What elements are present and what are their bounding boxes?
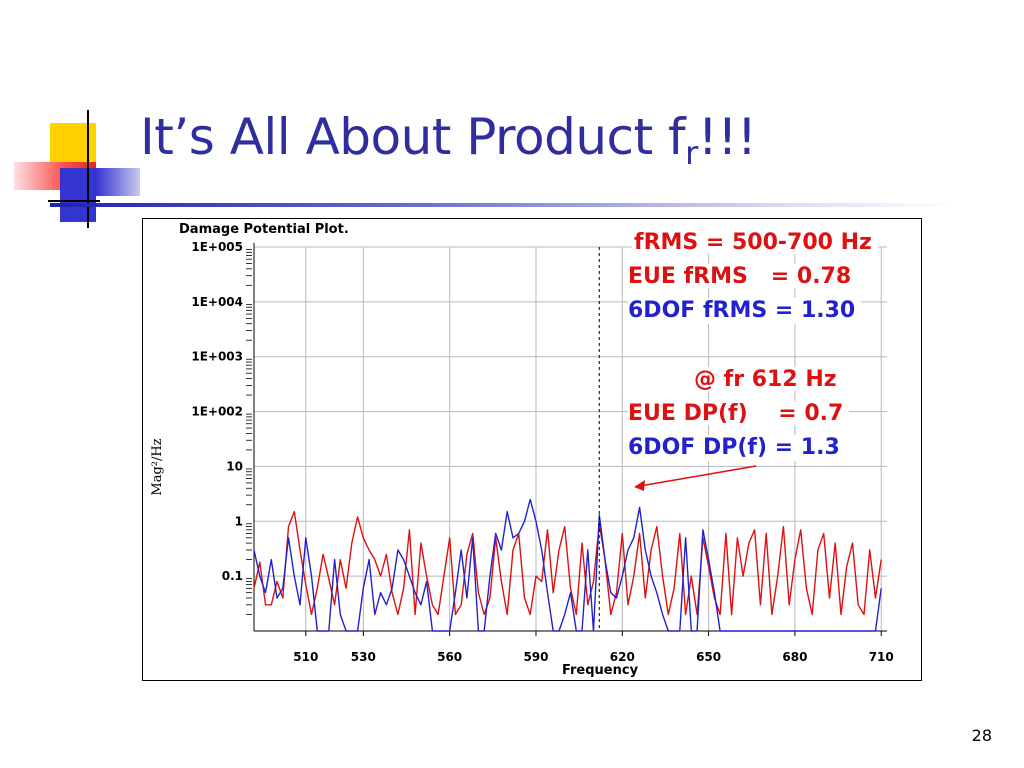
series-group — [253, 498, 882, 632]
chart-canvas: Damage Potential Plot. 510 530 560 590 620 65… — [150, 222, 894, 678]
eue-series-line — [253, 510, 882, 616]
x-tick-label: 680 — [782, 650, 807, 664]
annotation-at-fr: @ fr 612 Hz — [692, 367, 843, 391]
x-tick-label: 560 — [437, 650, 462, 664]
annotation-eue-frms: EUE fRMS = 0.78 — [628, 264, 858, 288]
annotation-6dof-frms: 6DOF fRMS = 1.30 — [628, 298, 862, 324]
decor-blue-square — [60, 168, 96, 222]
decor-horizontal-line — [48, 200, 100, 202]
x-tick-label: 620 — [610, 650, 635, 664]
title-underline — [50, 203, 955, 207]
y-tick-label: 1E+003 — [191, 350, 243, 364]
y-axis-label: Mag²/Hz — [150, 438, 165, 495]
page-number: 28 — [971, 726, 992, 745]
decor-vertical-line — [87, 110, 89, 228]
x-tick-label: 590 — [523, 650, 548, 664]
y-tick-label: 1 — [235, 514, 243, 528]
annotation-frms-range: fRMS = 500-700 Hz — [632, 230, 878, 254]
annotation-6dof-dp: 6DOF DP(f) = 1.3 — [628, 435, 846, 461]
slide-title: It’s All About Product fr!!! — [140, 108, 757, 172]
y-tick-label: 1E+002 — [191, 405, 243, 419]
decor-blue-bar — [96, 168, 140, 196]
x-tick-label: 710 — [869, 650, 894, 664]
chart-title: Damage Potential Plot. — [179, 222, 349, 237]
y-tick-label: 0.1 — [222, 569, 243, 583]
axes: 510 530 560 590 620 650 680 710 1E+005 1E+004 1E+0… — [191, 240, 893, 664]
dof-series-line — [253, 498, 882, 632]
y-tick-label: 1E+005 — [191, 240, 243, 254]
y-tick-label: 1E+004 — [191, 295, 243, 309]
x-axis-label: Frequency — [562, 663, 639, 678]
y-tick-label: 10 — [226, 459, 243, 473]
x-tick-label: 650 — [696, 650, 721, 664]
x-tick-label: 530 — [351, 650, 376, 664]
annotation-eue-dp: EUE DP(f) = 0.7 — [628, 401, 850, 425]
x-tick-label: 510 — [293, 650, 318, 664]
